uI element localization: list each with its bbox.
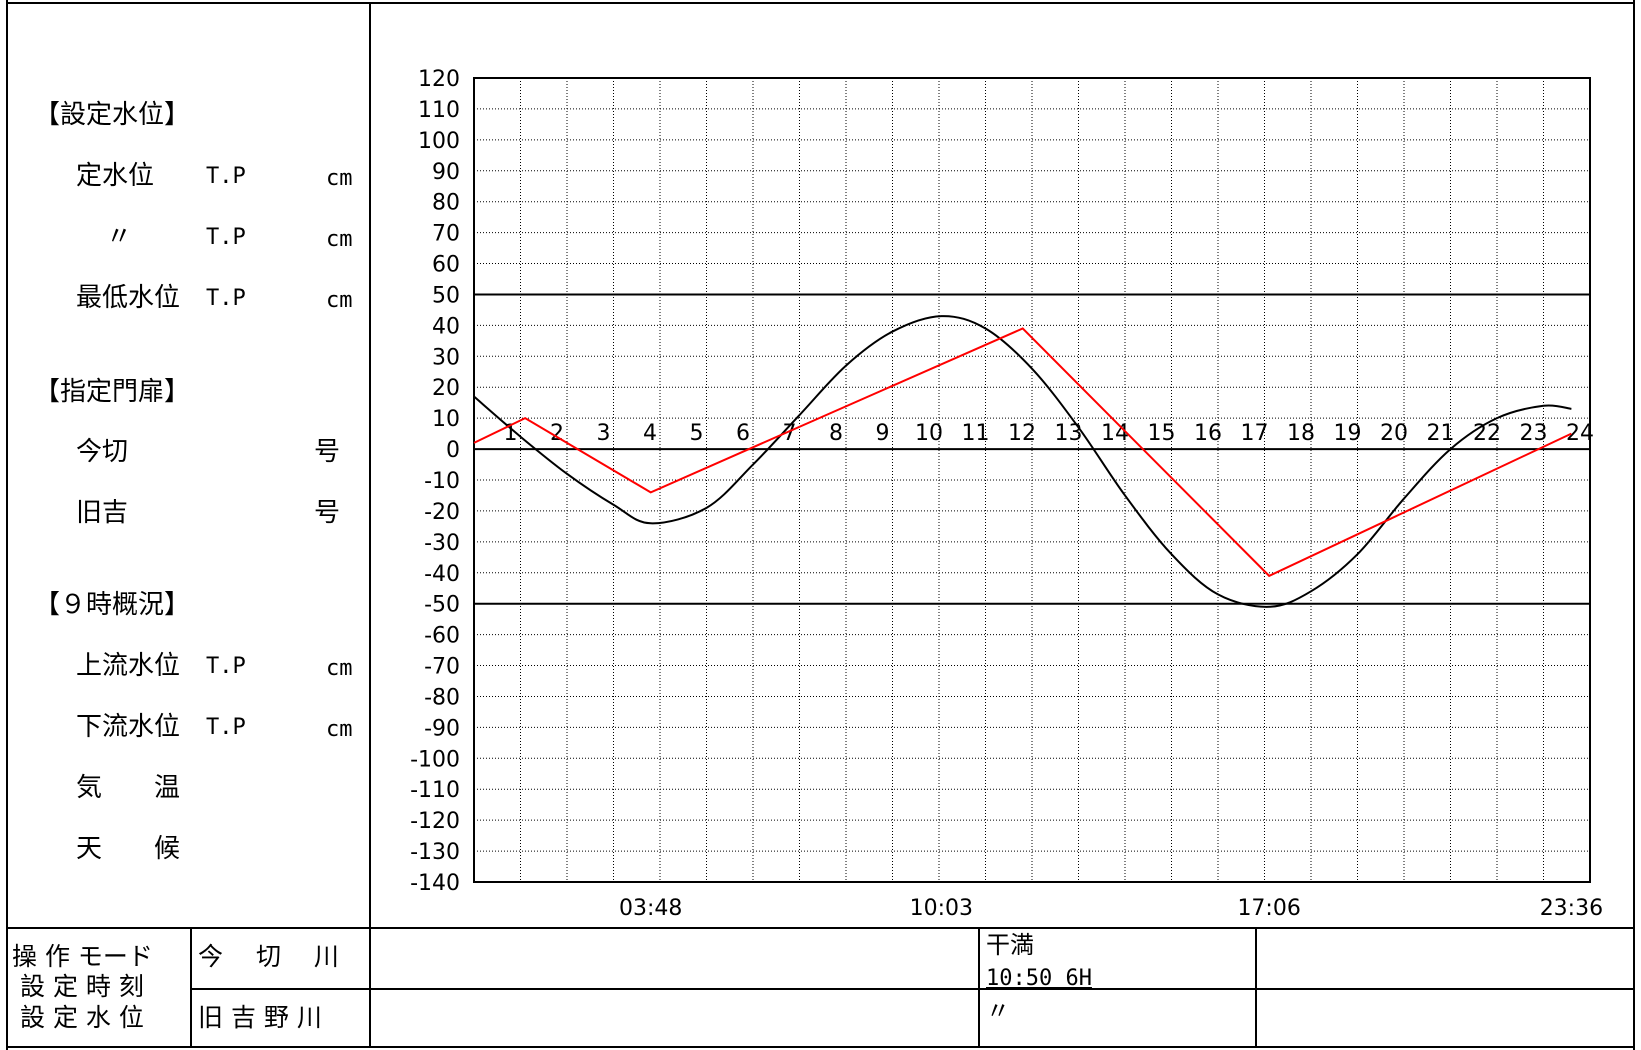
time-label: 設 定 時 刻 [20,972,144,1001]
table-top-border [6,927,1635,929]
gate-header: 【指定門扉】 [34,377,191,407]
level-label: 設 定 水 位 [20,1003,144,1032]
frame-right-border [1633,0,1635,1050]
status-header: 【９時概況】 [34,590,191,620]
tide-label: 干満 [986,931,1034,959]
gate-row-2-label: 旧吉 [76,498,129,528]
frame-top-border [6,2,1635,4]
setting-row-3-unit: cm [326,288,353,313]
setting-row-1-unit: cm [326,166,353,191]
gate-row-1-label: 今切 [76,437,129,467]
status-row-4-label: 天 候 [76,834,181,864]
tide-ditto: 〃 [986,997,1010,1025]
table-col-divider-3 [1255,927,1257,1048]
setting-row-2-tp: T.P [206,225,246,250]
mode-label: 操 作 モード [12,942,153,971]
setting-row-3-label: 最低水位 [76,283,181,313]
status-row-2-unit: cm [326,717,353,742]
settings-header: 【設定水位】 [34,100,191,130]
setting-row-2-label: 〃 [106,222,133,252]
setting-row-1-tp: T.P [206,164,246,189]
status-row-2-label: 下流水位 [76,712,181,742]
panel-divider [369,2,371,1048]
status-row-1-label: 上流水位 [76,651,181,681]
setting-row-3-tp: T.P [206,286,246,311]
river-kyuyoshino: 旧 吉 野 川 [198,1003,322,1032]
status-row-2-tp: T.P [206,715,246,740]
table-col-divider-1 [190,927,192,1048]
gate-row-2-unit: 号 [314,498,341,528]
river-imagiri: 今 切 川 [198,942,339,971]
setting-row-2-unit: cm [326,227,353,252]
tide-value: 10:50 6H [986,966,1092,991]
status-row-1-unit: cm [326,656,353,681]
setting-row-1-label: 定水位 [76,161,155,191]
table-middle-border [190,988,1635,990]
status-row-1-tp: T.P [206,654,246,679]
status-row-3-label: 気 温 [76,773,181,803]
frame-left-border [6,0,8,1050]
table-col-divider-2 [978,927,980,1048]
gate-row-1-unit: 号 [314,437,341,467]
frame-bottom-border [6,1046,1635,1048]
